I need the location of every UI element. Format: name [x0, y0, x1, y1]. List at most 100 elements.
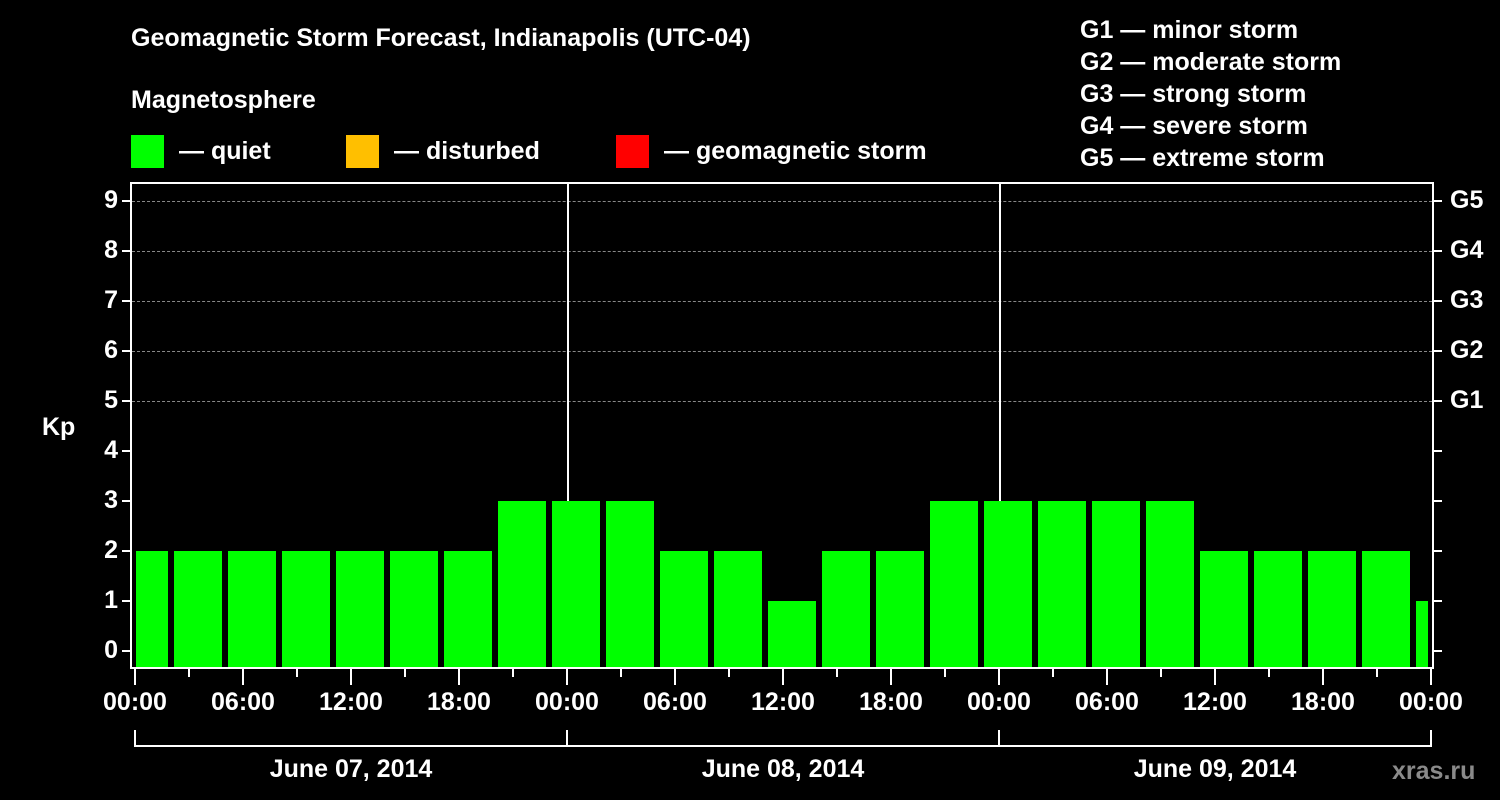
g-legend-item: G2 — moderate storm	[1080, 48, 1342, 76]
kp-bar	[1416, 601, 1428, 667]
x-tick	[1106, 669, 1108, 685]
x-tick-label: 00:00	[535, 688, 599, 716]
g-scale-label: G2	[1450, 336, 1484, 364]
gridline	[132, 251, 1432, 252]
kp-bar	[1038, 501, 1086, 667]
g-legend-item: G4 — severe storm	[1080, 112, 1308, 140]
y-tick-right	[1434, 550, 1442, 552]
y-tick-right	[1434, 250, 1442, 252]
kp-bar	[606, 501, 654, 667]
gridline	[132, 201, 1432, 202]
date-bracket-tick	[998, 730, 1000, 747]
x-tick-label: 12:00	[1183, 688, 1247, 716]
legend-heading: Magnetosphere	[131, 86, 316, 114]
storm-swatch-icon	[616, 134, 649, 168]
x-tick	[1214, 669, 1216, 685]
x-tick	[350, 669, 352, 685]
x-tick	[1160, 669, 1162, 677]
legend-quiet-label: — quiet	[179, 136, 271, 165]
x-tick	[1376, 669, 1378, 677]
y-tick	[122, 250, 130, 252]
x-tick	[188, 669, 190, 677]
y-tick	[122, 300, 130, 302]
legend-quiet: — quiet	[131, 134, 271, 168]
y-tick	[122, 200, 130, 202]
g-scale-label: G4	[1450, 236, 1484, 264]
y-tick-label: 7	[104, 286, 118, 314]
x-tick-label: 00:00	[967, 688, 1031, 716]
y-tick	[122, 450, 130, 452]
x-tick	[404, 669, 406, 677]
x-tick-label: 00:00	[1399, 688, 1463, 716]
kp-bar	[1308, 551, 1356, 667]
date-label: June 07, 2014	[269, 755, 433, 783]
date-label: June 09, 2014	[1133, 755, 1297, 783]
x-tick	[458, 669, 460, 685]
y-tick-right	[1434, 400, 1442, 402]
x-tick	[1322, 669, 1324, 685]
y-tick-label: 1	[104, 586, 118, 614]
kp-bar	[1146, 501, 1194, 667]
plot-area	[130, 182, 1434, 669]
kp-bar	[552, 501, 600, 667]
kp-bar	[876, 551, 924, 667]
x-tick	[1430, 669, 1432, 685]
y-tick-label: 4	[104, 436, 118, 464]
y-tick-right	[1434, 300, 1442, 302]
chart-title: Geomagnetic Storm Forecast, Indianapolis…	[131, 24, 751, 52]
kp-bar	[336, 551, 384, 667]
y-tick-label: 5	[104, 386, 118, 414]
gridline	[132, 401, 1432, 402]
x-tick	[1052, 669, 1054, 677]
x-tick	[728, 669, 730, 677]
x-tick-label: 06:00	[211, 688, 275, 716]
g-legend-item: G5 — extreme storm	[1080, 144, 1325, 172]
y-tick-label: 0	[104, 636, 118, 664]
g-scale-legend: G1 — minor storm G2 — moderate storm G3 …	[1080, 14, 1341, 174]
date-bracket-tick	[134, 730, 136, 747]
y-tick	[122, 600, 130, 602]
x-tick-label: 18:00	[859, 688, 923, 716]
y-tick	[122, 550, 130, 552]
y-tick-right	[1434, 350, 1442, 352]
y-tick-right	[1434, 650, 1442, 652]
kp-bar	[390, 551, 438, 667]
kp-bar	[228, 551, 276, 667]
kp-bar	[174, 551, 222, 667]
x-tick	[674, 669, 676, 685]
kp-bar	[660, 551, 708, 667]
y-tick-right	[1434, 450, 1442, 452]
kp-bar	[136, 551, 168, 667]
y-tick-label: 8	[104, 236, 118, 264]
y-axis-label: Kp	[42, 413, 76, 441]
kp-bar	[1362, 551, 1410, 667]
g-legend-item: G3 — strong storm	[1080, 80, 1307, 108]
y-tick	[122, 650, 130, 652]
kp-bar	[1200, 551, 1248, 667]
x-tick	[512, 669, 514, 677]
x-tick	[134, 669, 136, 685]
kp-bar	[930, 501, 978, 667]
day-separator	[567, 184, 569, 667]
g-legend-item: G1 — minor storm	[1080, 16, 1299, 44]
y-tick-label: 3	[104, 486, 118, 514]
x-tick	[566, 669, 568, 685]
disturbed-swatch-icon	[346, 134, 379, 168]
y-tick-right	[1434, 500, 1442, 502]
x-tick-label: 00:00	[103, 688, 167, 716]
x-tick-label: 06:00	[1075, 688, 1139, 716]
g-scale-label: G5	[1450, 186, 1484, 214]
kp-bar	[1254, 551, 1302, 667]
gridline	[132, 301, 1432, 302]
kp-bar	[282, 551, 330, 667]
kp-bar	[1092, 501, 1140, 667]
date-label: June 08, 2014	[701, 755, 865, 783]
x-tick	[836, 669, 838, 677]
x-tick-label: 12:00	[751, 688, 815, 716]
x-tick	[944, 669, 946, 677]
y-tick-right	[1434, 600, 1442, 602]
date-bracket-tick	[566, 730, 568, 747]
x-tick	[998, 669, 1000, 685]
x-tick-label: 18:00	[427, 688, 491, 716]
y-tick-label: 9	[104, 186, 118, 214]
